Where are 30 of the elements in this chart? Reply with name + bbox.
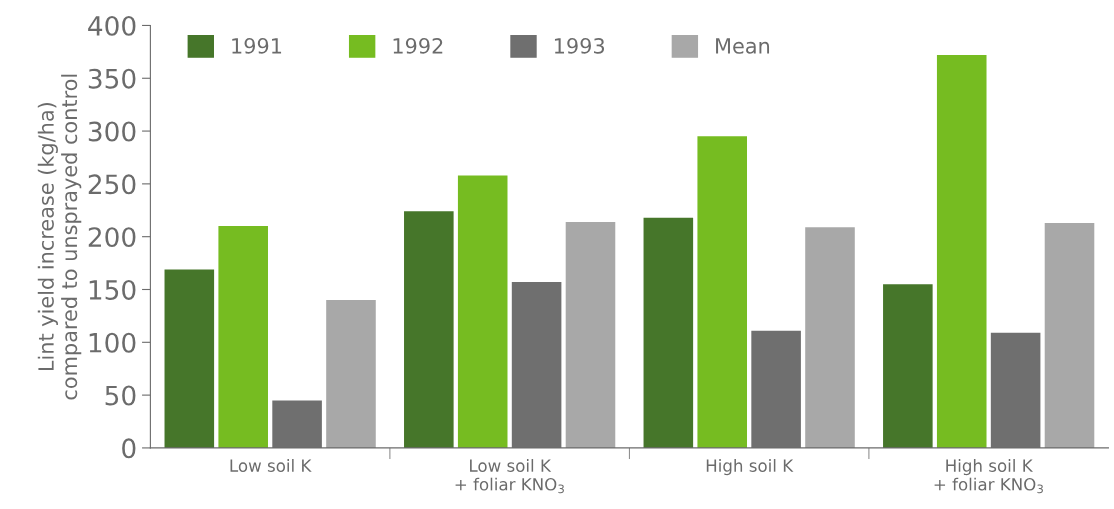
- bar: [457, 175, 508, 448]
- legend-label: 1991: [232, 38, 282, 54]
- x-tick-label: High soil K + foliar KNO$_{3}$: [934, 459, 1043, 494]
- bar: [883, 284, 933, 448]
- y-axis-title: Lint yield increase (kg/ha) compared to unsprayed control: [37, 74, 82, 400]
- y-tick-label: 200: [88, 227, 136, 248]
- y-tick-label: 50: [105, 385, 136, 406]
- x-tick-label: Low soil K + foliar KNO$_{3}$: [455, 459, 564, 494]
- legend-label: Mean: [716, 38, 770, 54]
- y-tick-label: 250: [88, 174, 136, 195]
- y-tick-label: 300: [88, 121, 136, 142]
- bar: [565, 221, 616, 448]
- y-tick-label: 350: [88, 68, 136, 89]
- bar: [218, 226, 268, 448]
- legend-label: 1992: [393, 38, 443, 54]
- bar: [1044, 222, 1095, 448]
- y-tick-label: 150: [89, 279, 136, 300]
- bar: [326, 300, 376, 448]
- y-tick-label: 400: [88, 15, 136, 36]
- x-tick-label: High soil K: [706, 459, 794, 476]
- bar: [164, 269, 215, 448]
- y-tick-label: 0: [122, 438, 136, 459]
- bar: [697, 136, 748, 448]
- x-tick-label: Low soil K: [230, 459, 312, 472]
- bar: [643, 217, 694, 448]
- legend-label: 1993: [554, 38, 605, 54]
- y-tick-label: 100: [89, 332, 136, 353]
- bar: [805, 227, 855, 448]
- bar: [404, 211, 454, 448]
- bar: [936, 55, 987, 448]
